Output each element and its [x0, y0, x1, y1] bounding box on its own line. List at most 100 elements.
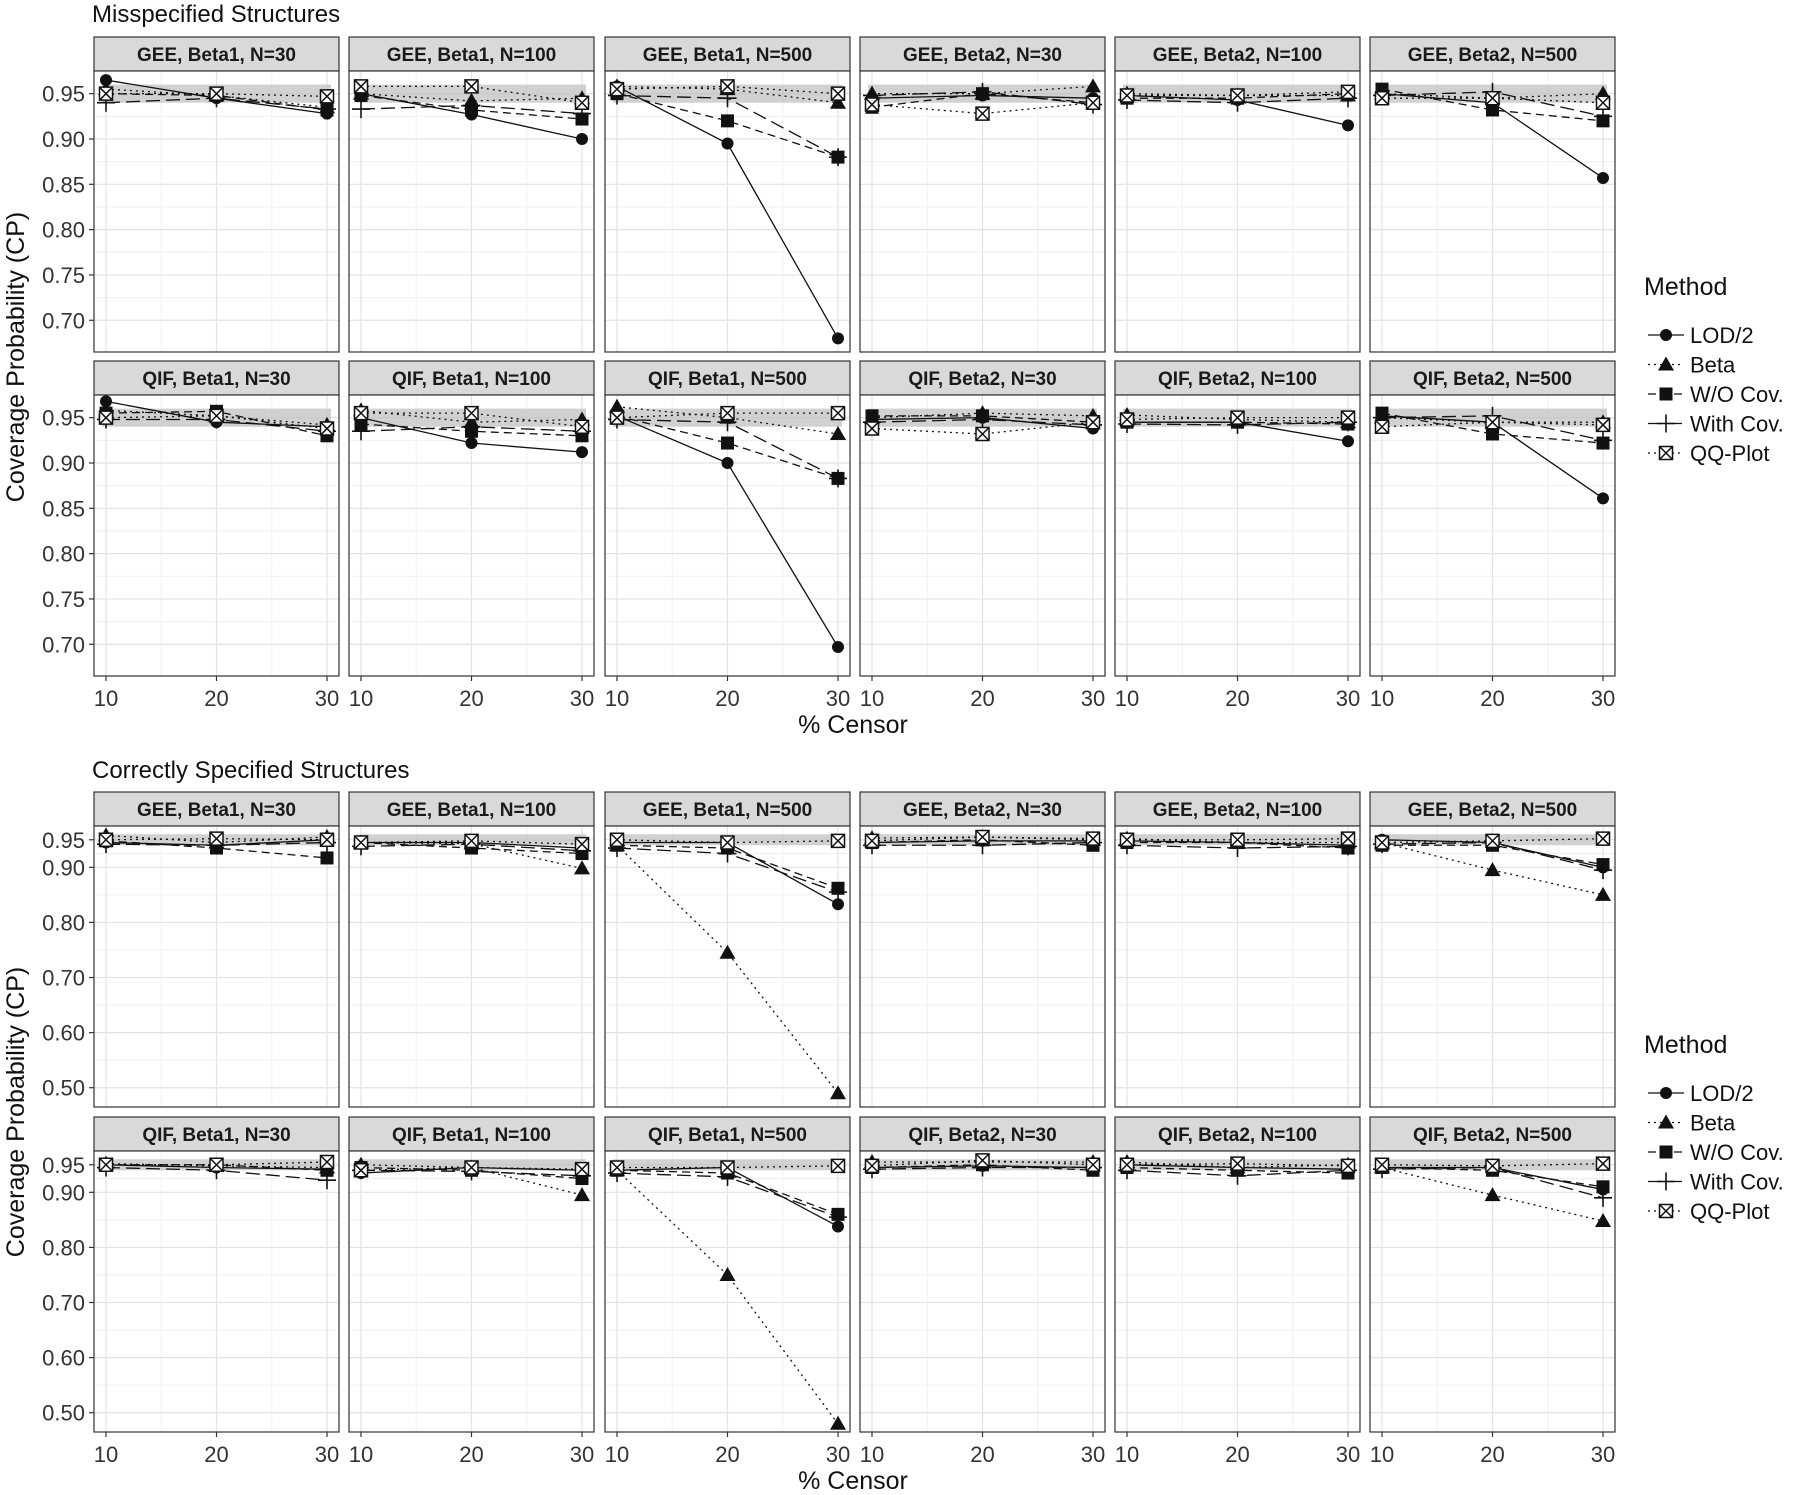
x-axis-label: % Censor	[798, 1467, 908, 1495]
data-point	[98, 410, 114, 425]
data-point	[352, 100, 370, 119]
series-line	[105, 838, 328, 841]
series-line	[1127, 838, 1349, 841]
y-tick-label: 0.60	[42, 1021, 85, 1046]
panel: QIF, Beta1, N=500 10 20 30	[604, 360, 851, 711]
x-tick-label: 30	[570, 1442, 594, 1467]
data-point	[100, 395, 112, 408]
data-point	[609, 398, 625, 413]
data-point	[832, 1220, 844, 1233]
data-point	[1342, 119, 1354, 132]
x-tick-label: 10	[860, 686, 884, 711]
panel: QIF, Beta1, N=500 10 20 30	[604, 1116, 851, 1467]
series-line	[616, 412, 838, 419]
data-point	[1596, 1180, 1610, 1194]
panel-strip-label: GEE, Beta1, N=500	[643, 800, 813, 821]
series-line	[1126, 1163, 1349, 1167]
figure-title: Correctly Specified Structures	[92, 757, 409, 784]
series-line	[616, 839, 839, 844]
data-point	[719, 1266, 736, 1281]
data-point	[830, 405, 846, 421]
data-point	[832, 898, 844, 911]
data-point	[721, 114, 734, 128]
x-tick-label: 10	[94, 686, 118, 711]
data-point	[464, 1160, 479, 1175]
data-point	[100, 74, 112, 87]
panel-strip	[348, 1116, 595, 1152]
x-tick-label: 20	[715, 1442, 739, 1467]
panel-strip-label: QIF, Beta2, N=30	[908, 1125, 1056, 1146]
data-point	[1595, 1156, 1611, 1171]
x-tick-label: 20	[204, 1442, 228, 1467]
data-point	[1485, 90, 1500, 106]
y-tick-label: 0.95	[42, 406, 85, 431]
series-line	[616, 406, 839, 435]
panel-border	[348, 825, 595, 1108]
data-point	[1595, 417, 1611, 433]
data-point	[1595, 831, 1611, 846]
y-tick-label: 0.90	[42, 1180, 85, 1205]
y-tick-label: 0.85	[42, 172, 85, 197]
panel-border	[1114, 70, 1361, 353]
series-line	[1381, 88, 1604, 122]
data-point	[975, 829, 990, 845]
data-point	[609, 1160, 625, 1175]
data-point	[98, 832, 114, 848]
y-tick-label: 0.80	[42, 1235, 85, 1260]
series-line	[1381, 421, 1604, 428]
x-tick-label: 20	[1480, 1442, 1504, 1467]
data-point	[353, 79, 369, 94]
series-line	[360, 1166, 583, 1171]
data-point	[1119, 88, 1135, 103]
data-point	[1485, 1158, 1500, 1174]
data-point	[1594, 107, 1612, 126]
series-line	[1126, 414, 1349, 423]
series-line	[1381, 412, 1604, 444]
panel-strip	[604, 36, 851, 72]
series-line	[1381, 93, 1604, 99]
panel: QIF, Beta1, N=30 0.70 0.75 0.80 0.85 0.90 0.95…	[42, 360, 340, 711]
x-tick-label: 10	[1115, 686, 1139, 711]
data-point	[1486, 427, 1499, 441]
x-tick-label: 10	[1370, 1442, 1394, 1467]
panel-strip	[604, 360, 851, 396]
x-tick-label: 30	[315, 686, 339, 711]
data-point	[1085, 95, 1101, 110]
panel-strip	[604, 791, 851, 827]
x-tick-label: 10	[1115, 1442, 1139, 1467]
legend-label: Beta	[1690, 1111, 1736, 1136]
panel: GEE, Beta2, N=100	[1114, 791, 1361, 1108]
series-line	[106, 93, 328, 98]
data-point	[319, 421, 335, 436]
x-tick-label: 20	[1225, 1442, 1249, 1467]
data-point	[1594, 431, 1612, 450]
panel: GEE, Beta1, N=500	[604, 791, 851, 1108]
legend-label: With Cov.	[1690, 1170, 1784, 1195]
legend-label: LOD/2	[1690, 323, 1754, 348]
y-axis-label: Coverage Probability (CP)	[2, 967, 30, 1257]
data-point	[829, 883, 847, 902]
x-tick-label: 30	[1336, 686, 1360, 711]
series-line	[1126, 417, 1348, 421]
x-tick-label: 20	[1225, 686, 1249, 711]
panel-strip-label: QIF, Beta2, N=30	[908, 369, 1056, 390]
panel: QIF, Beta2, N=100 10 20 30	[1114, 1116, 1361, 1467]
data-point	[1374, 1157, 1390, 1173]
data-point	[1374, 835, 1390, 850]
panel-strip-label: QIF, Beta1, N=30	[142, 369, 290, 390]
panel-strip-label: QIF, Beta1, N=500	[648, 1125, 807, 1146]
data-point	[830, 94, 846, 109]
series-line	[1382, 97, 1604, 104]
series-line	[360, 840, 583, 845]
data-point	[465, 437, 478, 450]
legend-label: Beta	[1690, 353, 1736, 378]
panel: QIF, Beta2, N=30 10 20 30	[859, 360, 1106, 711]
data-point	[353, 1163, 369, 1178]
data-point	[1374, 419, 1390, 434]
y-tick-label: 0.80	[42, 910, 85, 935]
panel-strip-label: QIF, Beta1, N=100	[392, 369, 551, 390]
panel: QIF, Beta2, N=500 10 20 30	[1369, 360, 1616, 711]
y-axis-label: Coverage Probability (CP)	[2, 212, 30, 502]
data-point	[1595, 1212, 1611, 1227]
data-point	[829, 469, 847, 488]
